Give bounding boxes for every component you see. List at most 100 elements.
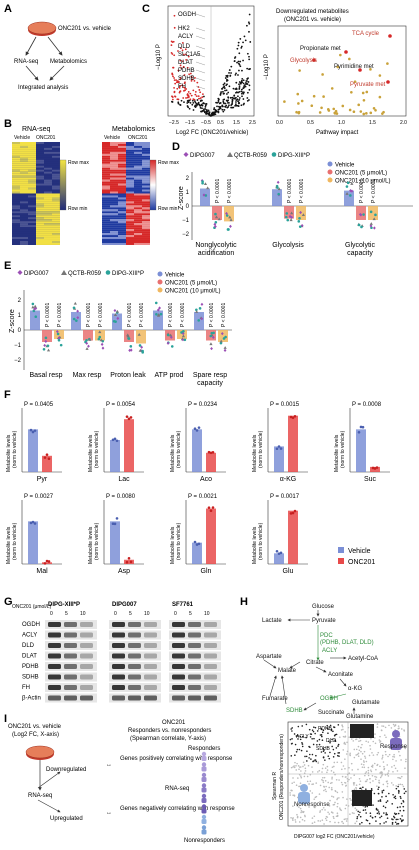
- i-scatter-point: [324, 752, 326, 754]
- heat-cell: [142, 195, 150, 198]
- data-point: [362, 213, 365, 216]
- volcano-point: [200, 99, 202, 102]
- i-scatter-point: [322, 729, 325, 732]
- volcano-point: [244, 85, 247, 88]
- heat-cell: [12, 229, 20, 232]
- heat-cell: [28, 195, 36, 198]
- i-scatter-point: [302, 810, 305, 813]
- data-point: [182, 329, 185, 333]
- heat-cell: [44, 201, 52, 204]
- volcano-point: [224, 102, 227, 105]
- heat-cell: [20, 151, 28, 154]
- i-scatter-point: [326, 769, 329, 771]
- i-scatter-point: [383, 734, 386, 736]
- data-point: [157, 313, 161, 316]
- i-scatter-point: [355, 786, 357, 789]
- heat-cell: [52, 159, 60, 162]
- category-label: Basal resp: [29, 372, 62, 379]
- data-point: [223, 348, 227, 352]
- legend-group-swatch: [157, 287, 163, 293]
- data-point: [98, 330, 102, 334]
- i-scatter-point: [401, 815, 403, 817]
- volcano-point: [248, 84, 251, 87]
- bar: [212, 206, 222, 220]
- i-scatter-point: [400, 728, 403, 730]
- i-scatter-point: [373, 792, 376, 795]
- pathway-point: [327, 109, 331, 112]
- heat-cell: [126, 183, 134, 186]
- g-band: [48, 643, 61, 648]
- i-scatter-point: [358, 783, 361, 786]
- heat-cell: [52, 181, 60, 184]
- data-point: [197, 319, 201, 322]
- g-band: [128, 685, 141, 690]
- i-scatter-point: [323, 776, 326, 779]
- i-scatter-point: [292, 766, 294, 768]
- i-scatter-point: [344, 767, 346, 770]
- data-point: [229, 218, 233, 222]
- i-scatter-point: [343, 818, 346, 821]
- heat-cell: [20, 169, 28, 172]
- i-scatter-point: [377, 792, 380, 795]
- heat-cell: [36, 155, 44, 158]
- volcano-point: [246, 91, 249, 94]
- volcano-point: [208, 111, 211, 113]
- volcano-xtick: 2.5: [249, 120, 256, 126]
- heat-cell: [52, 231, 60, 234]
- g-band: [64, 643, 77, 648]
- i-scatter-point: [353, 784, 355, 786]
- volcano-point: [173, 79, 176, 82]
- heat-cell: [118, 219, 126, 222]
- heat-cell: [126, 147, 134, 150]
- i-scatter-point: [387, 755, 389, 758]
- heat-cell: [44, 143, 52, 146]
- volcano-point: [198, 97, 200, 100]
- i-scatter-point: [386, 817, 389, 819]
- heat-cell: [12, 161, 20, 164]
- i-scatter-point: [322, 779, 324, 782]
- i-scatter-point: [388, 724, 390, 727]
- heat-cell: [142, 165, 150, 168]
- g-band: [80, 685, 93, 690]
- heat-cell: [134, 231, 142, 234]
- heat-cell: [12, 199, 20, 202]
- g-band: [48, 695, 61, 701]
- volcano-point: [194, 93, 197, 96]
- heat-cell: [36, 151, 44, 154]
- i-scatter-point: [385, 813, 387, 816]
- heat-cell: [28, 215, 36, 218]
- heat-cell: [28, 231, 36, 234]
- legend-line-label: DIPG007: [190, 153, 215, 159]
- i-scatter-point: [391, 818, 393, 820]
- i-scatter-point: [402, 819, 404, 821]
- data-point: [57, 336, 61, 340]
- data-point: [138, 344, 142, 347]
- g-band: [128, 674, 141, 680]
- volcano-point: [199, 106, 202, 109]
- heat-cell: [134, 225, 142, 228]
- i-scatter-point: [314, 796, 317, 799]
- heat-cell: [118, 155, 126, 158]
- d-ylabel: Z-score: [178, 186, 185, 210]
- g-conc-label: ONC201 (μmol/L): [12, 604, 52, 610]
- heat-cell: [28, 237, 36, 240]
- heat-cell: [118, 177, 126, 180]
- g-band: [144, 674, 157, 680]
- i-scatter-point: [370, 737, 372, 740]
- heat-cell: [126, 143, 134, 146]
- heat-cell: [110, 151, 118, 154]
- legend-group-swatch: [327, 177, 333, 183]
- heat-cell: [44, 185, 52, 188]
- heat-cell: [102, 147, 110, 150]
- i-scatter-point: [348, 736, 350, 738]
- heat-cell: [12, 205, 20, 208]
- g-band: [128, 664, 141, 669]
- volcano-point: [228, 72, 230, 74]
- f-point: [279, 551, 283, 555]
- i-scatter-point: [302, 765, 304, 768]
- i-scatter-point: [291, 789, 293, 792]
- g-band: [80, 622, 93, 627]
- heat-cell: [28, 193, 36, 196]
- i-scatter-point: [387, 772, 389, 774]
- i-scatter-point: [295, 764, 297, 767]
